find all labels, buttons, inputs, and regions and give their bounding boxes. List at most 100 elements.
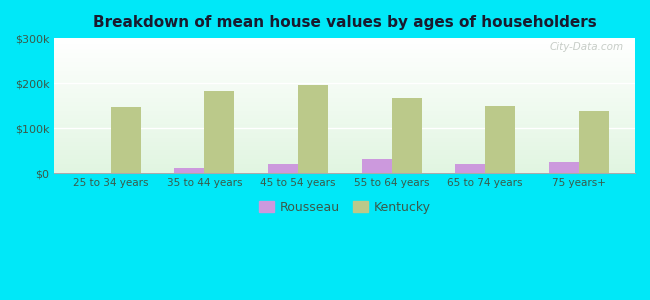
Bar: [55, 136, 635, 137]
Bar: [55, 138, 635, 139]
Bar: [55, 68, 635, 69]
Bar: [55, 111, 635, 112]
Bar: [55, 74, 635, 75]
Bar: [55, 109, 635, 110]
Bar: [55, 49, 635, 50]
Bar: [55, 78, 635, 79]
Bar: [55, 119, 635, 120]
Bar: [55, 96, 635, 97]
Bar: [55, 43, 635, 44]
Bar: [55, 94, 635, 95]
Bar: [55, 169, 635, 170]
Bar: [204, 91, 234, 173]
Bar: [55, 161, 635, 162]
Bar: [55, 52, 635, 53]
Bar: [55, 115, 635, 116]
Bar: [55, 162, 635, 163]
Bar: [55, 158, 635, 159]
Bar: [55, 170, 635, 171]
Bar: [55, 71, 635, 72]
Bar: [55, 101, 635, 102]
Bar: [55, 139, 635, 140]
Bar: [55, 169, 635, 170]
Bar: [55, 67, 635, 68]
Bar: [55, 73, 635, 74]
Bar: [55, 146, 635, 147]
Bar: [55, 121, 635, 122]
Bar: [55, 97, 635, 98]
Bar: [55, 118, 635, 119]
Bar: [55, 125, 635, 126]
Bar: [55, 65, 635, 66]
Bar: [55, 124, 635, 125]
Bar: [549, 162, 578, 173]
Bar: [55, 154, 635, 155]
Bar: [55, 46, 635, 47]
Bar: [55, 63, 635, 64]
Bar: [55, 142, 635, 143]
Bar: [55, 143, 635, 144]
Bar: [55, 113, 635, 114]
Bar: [55, 123, 635, 124]
Bar: [55, 150, 635, 151]
Bar: [55, 82, 635, 83]
Bar: [55, 104, 635, 105]
Bar: [55, 75, 635, 76]
Bar: [55, 122, 635, 123]
Bar: [55, 88, 635, 89]
Bar: [55, 167, 635, 168]
Bar: [55, 131, 635, 132]
Bar: [55, 92, 635, 93]
Bar: [55, 58, 635, 59]
Bar: [55, 130, 635, 131]
Bar: [55, 62, 635, 63]
Bar: [55, 129, 635, 130]
Bar: [55, 64, 635, 65]
Bar: [55, 128, 635, 129]
Bar: [55, 114, 635, 115]
Text: City-Data.com: City-Data.com: [549, 42, 623, 52]
Bar: [55, 168, 635, 169]
Title: Breakdown of mean house values by ages of householders: Breakdown of mean house values by ages o…: [93, 15, 597, 30]
Bar: [55, 151, 635, 152]
Bar: [55, 133, 635, 134]
Bar: [55, 145, 635, 146]
Bar: [55, 112, 635, 113]
Bar: [391, 98, 421, 173]
Bar: [55, 86, 635, 87]
Bar: [55, 110, 635, 111]
Bar: [55, 87, 635, 88]
Bar: [55, 54, 635, 55]
Bar: [361, 159, 391, 173]
Bar: [55, 144, 635, 145]
Bar: [55, 148, 635, 149]
Bar: [55, 47, 635, 48]
Bar: [55, 99, 635, 100]
Bar: [55, 171, 635, 172]
Bar: [55, 60, 635, 61]
Bar: [55, 107, 635, 108]
Bar: [55, 152, 635, 153]
Bar: [111, 107, 140, 173]
Bar: [268, 164, 298, 173]
Bar: [55, 108, 635, 109]
Bar: [55, 80, 635, 81]
Bar: [55, 84, 635, 85]
Legend: Rousseau, Kentucky: Rousseau, Kentucky: [254, 196, 436, 219]
Bar: [55, 57, 635, 58]
Bar: [174, 168, 204, 173]
Bar: [55, 69, 635, 70]
Bar: [55, 100, 635, 101]
Bar: [55, 39, 635, 40]
Bar: [55, 159, 635, 160]
Bar: [55, 89, 635, 90]
Bar: [55, 157, 635, 158]
Bar: [55, 93, 635, 94]
Bar: [55, 38, 635, 39]
Bar: [55, 53, 635, 54]
Bar: [55, 41, 635, 42]
Bar: [55, 98, 635, 99]
Bar: [55, 117, 635, 118]
Bar: [55, 135, 635, 136]
Bar: [578, 111, 609, 173]
